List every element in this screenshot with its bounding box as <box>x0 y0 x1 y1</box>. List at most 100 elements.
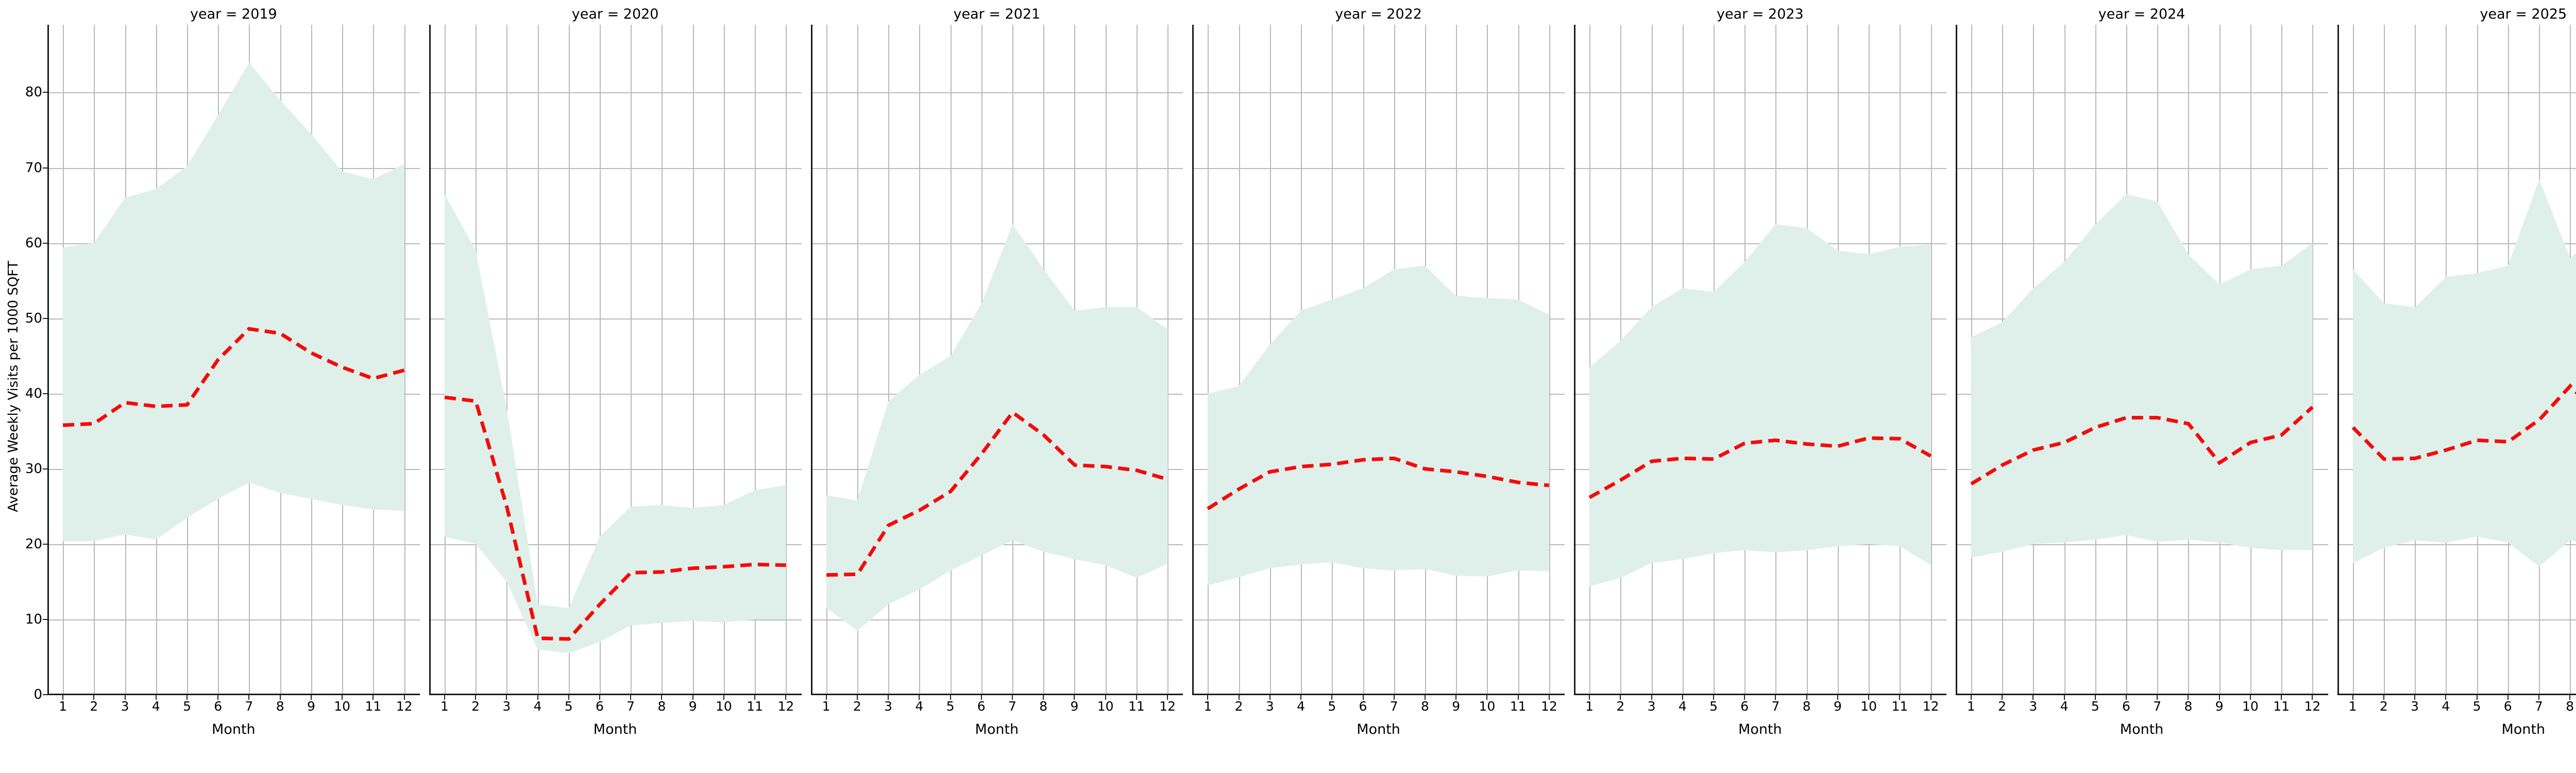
x-tick-mark <box>825 695 827 700</box>
horizontal-gridline <box>1574 92 1946 94</box>
x-tick-label: 7 <box>245 699 253 714</box>
percentile-band <box>1971 194 2313 558</box>
x-tick-mark <box>1868 695 1870 700</box>
x-tick-mark <box>506 695 507 700</box>
facet-panels: year = 2019 1 2 3 4 5 6 7 8 9 10 11 12 Month year = 20… <box>47 0 2576 773</box>
x-tick-label: 1 <box>822 699 831 714</box>
x-tick-label: 10 <box>334 699 351 714</box>
x-tick-mark <box>1486 695 1488 700</box>
x-tick-label: 5 <box>946 699 955 714</box>
x-tick-mark <box>2352 695 2353 700</box>
x-tick-mark <box>1238 695 1240 700</box>
x-tick-mark <box>599 695 600 700</box>
x-tick-label: 5 <box>2091 699 2099 714</box>
x-tick-mark <box>2218 695 2220 700</box>
plot-area <box>429 25 802 695</box>
percentile-band <box>2352 179 2576 567</box>
x-tick-mark <box>1011 695 1013 700</box>
x-tick-label: 8 <box>2184 699 2193 714</box>
x-tick-label: 10 <box>716 699 732 714</box>
x-tick-label: 11 <box>1510 699 1527 714</box>
series-overlay <box>1956 194 2328 558</box>
horizontal-gridline <box>810 92 1183 94</box>
x-tick-label: 12 <box>2304 699 2321 714</box>
vertical-gridline <box>1167 25 1169 695</box>
x-tick-mark <box>372 695 374 700</box>
x-axis-label: Month <box>2501 721 2546 737</box>
x-tick-mark <box>661 695 663 700</box>
y-tick-mark <box>43 242 47 244</box>
x-tick-label: 3 <box>1647 699 1656 714</box>
horizontal-gridline <box>429 318 802 320</box>
horizontal-gridline <box>1574 619 1946 620</box>
y-tick-mark <box>43 317 47 319</box>
x-tick-mark <box>2281 695 2282 700</box>
series-overlay <box>2337 179 2576 567</box>
median-line <box>826 412 1168 575</box>
axis-spine-left <box>1955 25 1957 695</box>
horizontal-gridline <box>47 619 420 620</box>
percentile-band <box>1208 265 1549 586</box>
plot-area <box>1192 25 1565 695</box>
x-tick-mark <box>1074 695 1075 700</box>
horizontal-gridline <box>2337 243 2576 244</box>
x-tick-mark <box>950 695 951 700</box>
x-tick-label: 2 <box>1234 699 1243 714</box>
x-tick-mark <box>1682 695 1683 700</box>
x-tick-mark <box>785 695 787 700</box>
x-tick-mark <box>1331 695 1333 700</box>
x-tick-label: 4 <box>915 699 924 714</box>
median-line <box>63 329 404 425</box>
x-tick-mark <box>279 695 281 700</box>
facet-panel-2025: year = 2025123456789101112Month <box>2337 0 2576 773</box>
x-tick-label: 2 <box>90 699 98 714</box>
vertical-gridline <box>857 25 858 695</box>
x-tick-label: 8 <box>1802 699 1811 714</box>
x-tick-label: 3 <box>121 699 129 714</box>
vertical-gridline <box>826 25 827 695</box>
x-tick-mark <box>1651 695 1652 700</box>
x-tick-label: 8 <box>1421 699 1429 714</box>
vertical-gridline <box>506 25 508 695</box>
horizontal-gridline <box>810 619 1183 620</box>
horizontal-gridline <box>810 243 1183 244</box>
x-tick-mark <box>1930 695 1931 700</box>
series-overlay <box>429 194 802 653</box>
x-tick-label: 12 <box>777 699 794 714</box>
horizontal-gridline <box>1192 167 1565 169</box>
x-tick-mark <box>2445 695 2447 700</box>
facet-panel-title: year = 2023 <box>1717 6 1804 22</box>
vertical-gridline <box>692 25 694 695</box>
x-tick-mark <box>1136 695 1137 700</box>
median-line <box>1589 438 1931 497</box>
y-tick-label: 10 <box>25 611 42 627</box>
plot-area <box>1574 25 1946 695</box>
facet-panel-2022: year = 2022 1 2 3 4 5 6 7 8 9 10 11 12 Month <box>1192 0 1565 773</box>
x-axis-label: Month <box>975 721 1019 737</box>
axis-spine-left <box>2337 25 2339 695</box>
x-tick-mark <box>2157 695 2158 700</box>
horizontal-gridline <box>429 243 802 244</box>
x-tick-mark <box>1455 695 1457 700</box>
facet-panel-2020: year = 2020 1 2 3 4 5 6 7 8 9 10 11 12 Month <box>429 0 802 773</box>
x-tick-label: 3 <box>502 699 511 714</box>
x-tick-mark <box>1207 695 1209 700</box>
x-tick-label: 5 <box>1709 699 1718 714</box>
x-tick-mark <box>568 695 569 700</box>
x-tick-label: 12 <box>396 699 413 714</box>
plot-area <box>810 25 1183 695</box>
y-tick-mark <box>43 543 47 545</box>
x-tick-label: 10 <box>1479 699 1496 714</box>
axis-spine-bottom <box>429 694 802 695</box>
horizontal-gridline <box>1192 243 1565 244</box>
facet-panel-2024: year = 2024 1 2 3 4 5 6 7 8 9 10 11 12 Month <box>1955 0 2328 773</box>
vertical-gridline <box>1930 25 1932 695</box>
y-tick-label: 80 <box>25 85 42 100</box>
y-tick-mark <box>43 468 47 469</box>
x-tick-label: 3 <box>884 699 893 714</box>
vertical-gridline <box>631 25 632 695</box>
facet-panel-2023: year = 2023 1 2 3 4 5 6 7 8 9 10 11 12 Month <box>1574 0 1946 773</box>
percentile-band <box>63 62 404 542</box>
median-line <box>1208 458 1549 509</box>
vertical-gridline <box>600 25 601 695</box>
